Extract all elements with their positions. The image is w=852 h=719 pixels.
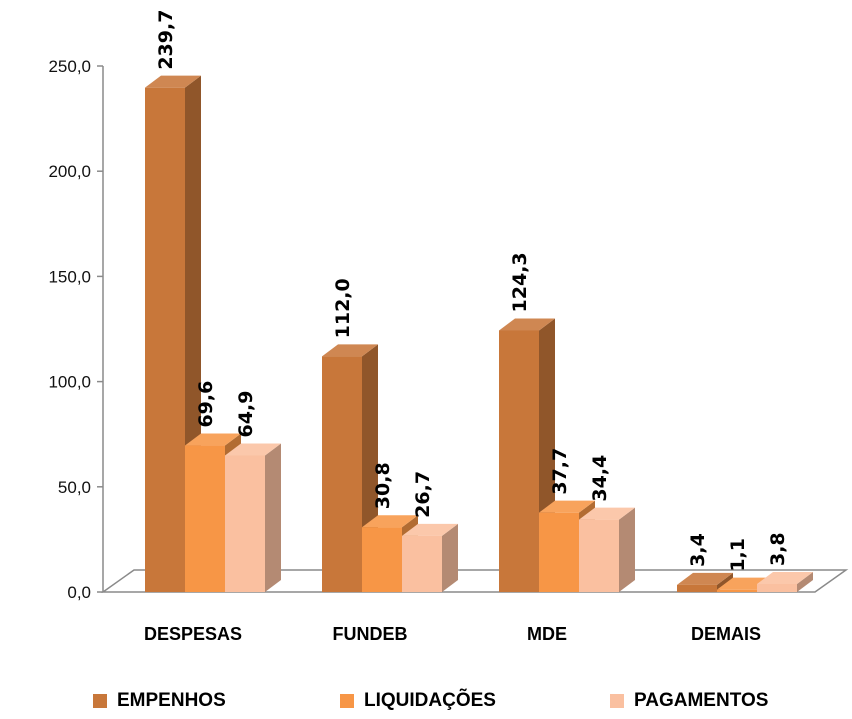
bar-front xyxy=(145,87,185,592)
data-label: 64,9 xyxy=(235,391,257,438)
data-label: 3,4 xyxy=(687,533,709,567)
legend-swatch-liquidacoes xyxy=(340,694,354,708)
data-label: 30,8 xyxy=(372,462,394,509)
data-label: 124,3 xyxy=(509,252,531,312)
bar-front xyxy=(717,589,757,592)
y-tick-label: 250,0 xyxy=(48,57,91,76)
bars xyxy=(145,75,813,592)
bar-top xyxy=(145,75,201,88)
y-axis: 0,0 50,0 100,0 150,0 200,0 250,0 xyxy=(48,57,104,602)
data-label: 239,7 xyxy=(155,10,177,70)
data-label: 34,4 xyxy=(589,455,611,502)
bar-top xyxy=(539,500,595,513)
legend-item-empenhos: EMPENHOS xyxy=(93,690,226,712)
bar-top xyxy=(757,572,813,585)
bar-front xyxy=(499,330,539,592)
y-tick-label: 100,0 xyxy=(48,373,91,392)
y-tick-label: 0,0 xyxy=(67,583,91,602)
bar xyxy=(402,523,458,592)
legend-item-liquidacoes: LIQUIDAÇÕES xyxy=(340,690,496,712)
bar-top xyxy=(322,344,378,357)
bar-side xyxy=(265,443,281,592)
bar-front xyxy=(362,527,402,592)
legend-swatch-pagamentos xyxy=(610,694,624,708)
data-label: 26,7 xyxy=(412,471,434,518)
legend: EMPENHOS LIQUIDAÇÕES PAGAMENTOS xyxy=(0,686,852,718)
category-label: DEMAIS xyxy=(691,624,761,644)
data-label: 37,7 xyxy=(549,448,571,495)
bar-front xyxy=(677,584,717,592)
bar-top xyxy=(579,507,635,520)
bar-front xyxy=(757,584,797,592)
bar-front xyxy=(579,519,619,592)
bar xyxy=(322,344,378,592)
y-tick-label: 150,0 xyxy=(48,267,91,286)
category-label: FUNDEB xyxy=(333,624,408,644)
bar-side xyxy=(797,572,813,592)
bar-front xyxy=(539,512,579,592)
legend-swatch-empenhos xyxy=(93,694,107,708)
y-tick-label: 200,0 xyxy=(48,162,91,181)
category-labels: DESPESAS FUNDEB MDE DEMAIS xyxy=(144,624,761,644)
data-label: 112,0 xyxy=(332,278,354,338)
bar-front xyxy=(185,445,225,592)
bar xyxy=(757,572,813,592)
legend-item-pagamentos: PAGAMENTOS xyxy=(610,690,768,712)
bar-side xyxy=(442,523,458,592)
bar-top xyxy=(185,433,241,446)
bar-top xyxy=(225,443,281,456)
category-label: MDE xyxy=(527,624,567,644)
bar xyxy=(579,507,635,592)
data-label: 69,6 xyxy=(195,381,217,428)
data-label: 3,8 xyxy=(767,532,789,566)
data-labels: 239,7 69,6 64,9 112,0 30,8 26,7 124,3 37,7 34,4 3… xyxy=(155,10,789,572)
legend-label-liquidacoes: LIQUIDAÇÕES xyxy=(364,690,496,711)
bar xyxy=(225,443,281,592)
bar-top xyxy=(677,572,733,585)
bar-front xyxy=(322,356,362,592)
bar-front xyxy=(402,535,442,592)
legend-label-empenhos: EMPENHOS xyxy=(117,690,226,711)
bar-top xyxy=(402,523,458,536)
bar-side xyxy=(619,507,635,592)
bar-top xyxy=(362,515,418,528)
bar-front xyxy=(225,455,265,592)
legend-label-pagamentos: PAGAMENTOS xyxy=(634,690,769,711)
bar-chart: 0,0 50,0 100,0 150,0 200,0 250,0 239,7 69,6 64,… xyxy=(48,10,849,644)
y-tick-label: 50,0 xyxy=(58,478,91,497)
bar-top xyxy=(499,318,555,331)
data-label: 1,1 xyxy=(727,538,749,572)
category-label: DESPESAS xyxy=(144,624,242,644)
